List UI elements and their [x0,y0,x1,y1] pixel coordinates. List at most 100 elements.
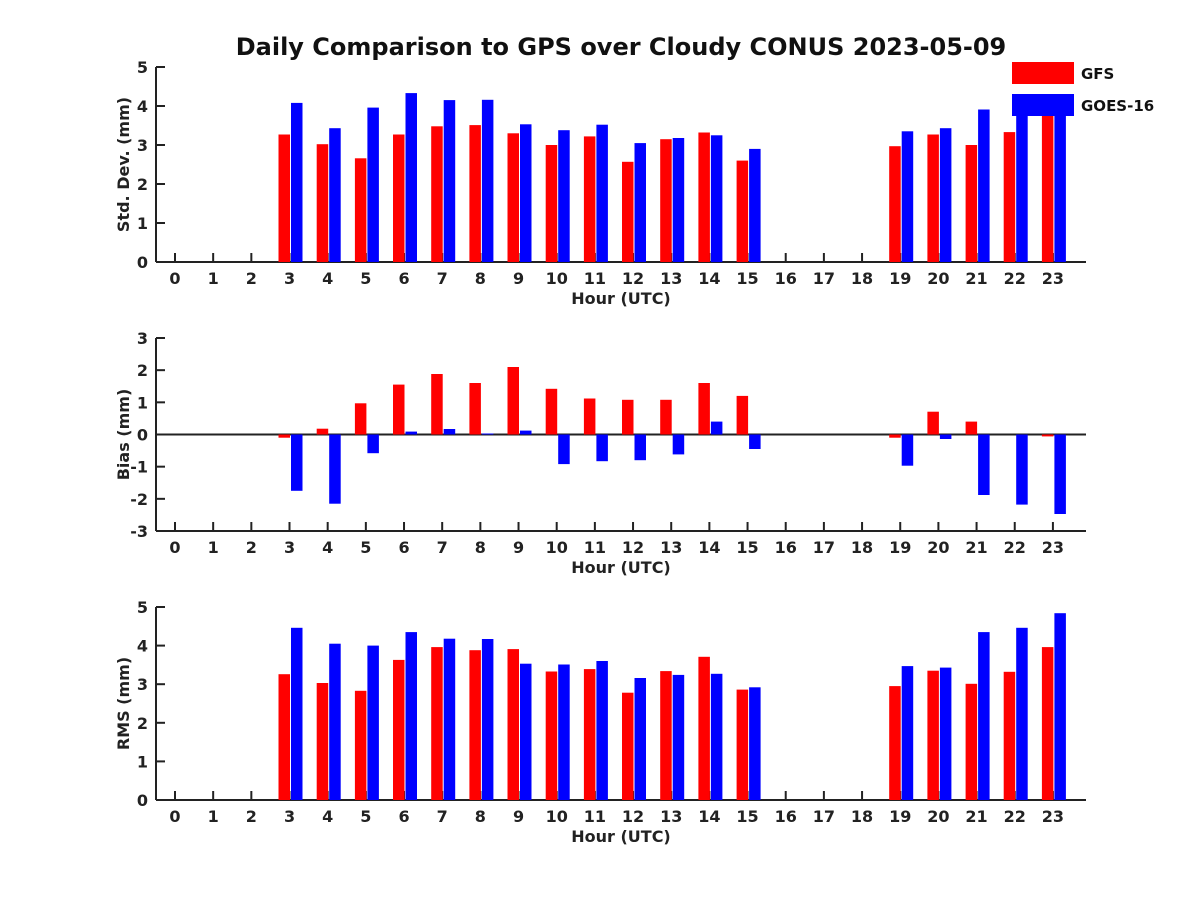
x-tick-label: 4 [322,269,333,288]
bar-goes-16-hour-8 [481,433,494,435]
bar-gfs-hour-13 [660,139,672,262]
bar-goes-16-hour-3 [291,627,303,800]
x-tick-label: 14 [698,269,720,288]
bar-goes-16-hour-19 [901,666,914,800]
x-tick-label: 1 [208,269,219,288]
bar-gfs-hour-13 [660,399,672,435]
bar-gfs-hour-20 [927,134,939,262]
y-tick-label: -1 [130,458,148,477]
x-tick-label: 1 [208,807,219,826]
x-tick-label: 8 [475,807,486,826]
legend-label: GFS [1081,65,1114,83]
bar-gfs-hour-4 [316,683,329,800]
y-tick-label: 3 [137,136,148,155]
legend-label: GOES-16 [1081,97,1154,115]
bar-gfs-hour-19 [889,434,901,438]
bar-gfs-hour-5 [354,690,367,800]
bar-goes-16-hour-21 [978,434,990,495]
bar-goes-16-hour-9 [520,663,532,800]
bar-gfs-hour-3 [278,434,290,438]
bar-goes-16-hour-13 [672,674,685,800]
x-tick-label: 14 [698,807,720,826]
bar-goes-16-hour-22 [1016,111,1028,262]
x-tick-label: 6 [398,538,409,557]
bar-gfs-hour-20 [927,670,939,800]
bar-gfs-hour-14 [698,656,710,800]
bar-goes-16-hour-23 [1054,434,1066,514]
bar-gfs-hour-13 [660,671,672,800]
x-tick-label: 8 [475,269,486,288]
bar-gfs-hour-12 [622,399,634,435]
bar-goes-16-hour-22 [1016,434,1028,505]
bar-goes-16-hour-5 [367,645,379,800]
bar-gfs-hour-6 [393,659,405,800]
y-tick-label: 2 [137,175,148,194]
x-tick-label: 23 [1042,269,1064,288]
bar-gfs-hour-23 [1041,647,1054,800]
bar-goes-16-hour-7 [443,638,456,800]
bar-goes-16-hour-10 [558,664,570,800]
y-tick-label: 1 [137,752,148,771]
bar-gfs-hour-9 [507,649,519,800]
bar-goes-16-hour-6 [405,632,417,800]
x-tick-label: 20 [927,538,949,557]
bar-goes-16-hour-11 [596,434,608,462]
bar-gfs-hour-19 [889,686,901,800]
x-tick-label: 20 [927,269,949,288]
figure-title: Daily Comparison to GPS over Cloudy CONU… [236,33,1007,61]
bar-goes-16-hour-12 [634,678,646,800]
x-tick-label: 12 [622,269,644,288]
bar-gfs-hour-11 [583,669,596,800]
x-tick-label: 0 [169,807,180,826]
bar-goes-16-hour-8 [481,639,494,800]
y-tick-label: 0 [137,253,148,272]
x-tick-label: 3 [284,807,295,826]
y-tick-label: -2 [130,490,148,509]
y-tick-label: 0 [137,426,148,445]
x-tick-label: 6 [398,807,409,826]
x-tick-label: 10 [546,807,568,826]
x-tick-label: 14 [698,538,720,557]
bar-gfs-hour-23 [1041,115,1054,263]
bar-goes-16-hour-22 [1016,627,1028,800]
x-tick-label: 9 [513,269,524,288]
y-axis-label: Std. Dev. (mm) [114,97,133,232]
bar-gfs-hour-14 [698,132,710,262]
x-tick-label: 0 [169,269,180,288]
x-tick-label: 13 [660,538,682,557]
bar-goes-16-hour-4 [329,434,341,504]
x-tick-label: 11 [584,269,606,288]
x-tick-label: 3 [284,538,295,557]
x-tick-label: 16 [775,807,797,826]
y-tick-label: 3 [137,329,148,348]
y-tick-label: 2 [137,361,148,380]
x-tick-label: 3 [284,269,295,288]
x-tick-label: 12 [622,807,644,826]
bar-goes-16-hour-9 [520,430,532,435]
y-axis-label: RMS (mm) [114,657,133,750]
x-tick-label: 19 [889,807,911,826]
bar-goes-16-hour-4 [329,643,341,800]
bar-goes-16-hour-3 [291,102,303,263]
x-tick-label: 19 [889,538,911,557]
x-tick-label: 18 [851,269,873,288]
x-tick-label: 5 [360,807,371,826]
bar-gfs-hour-5 [354,403,367,435]
bar-gfs-hour-6 [393,384,405,435]
bar-goes-16-hour-13 [672,138,685,262]
x-tick-label: 4 [322,538,333,557]
x-tick-label: 18 [851,538,873,557]
bar-gfs-hour-22 [1003,671,1016,800]
bar-goes-16-hour-21 [978,632,990,800]
y-tick-label: 3 [137,675,148,694]
bar-gfs-hour-15 [736,689,749,800]
bar-gfs-hour-21 [965,683,978,800]
bar-goes-16-hour-20 [939,128,952,262]
bar-gfs-hour-10 [545,145,558,262]
bar-goes-16-hour-3 [291,434,303,491]
y-tick-label: 1 [137,214,148,233]
bar-gfs-hour-11 [583,398,596,435]
